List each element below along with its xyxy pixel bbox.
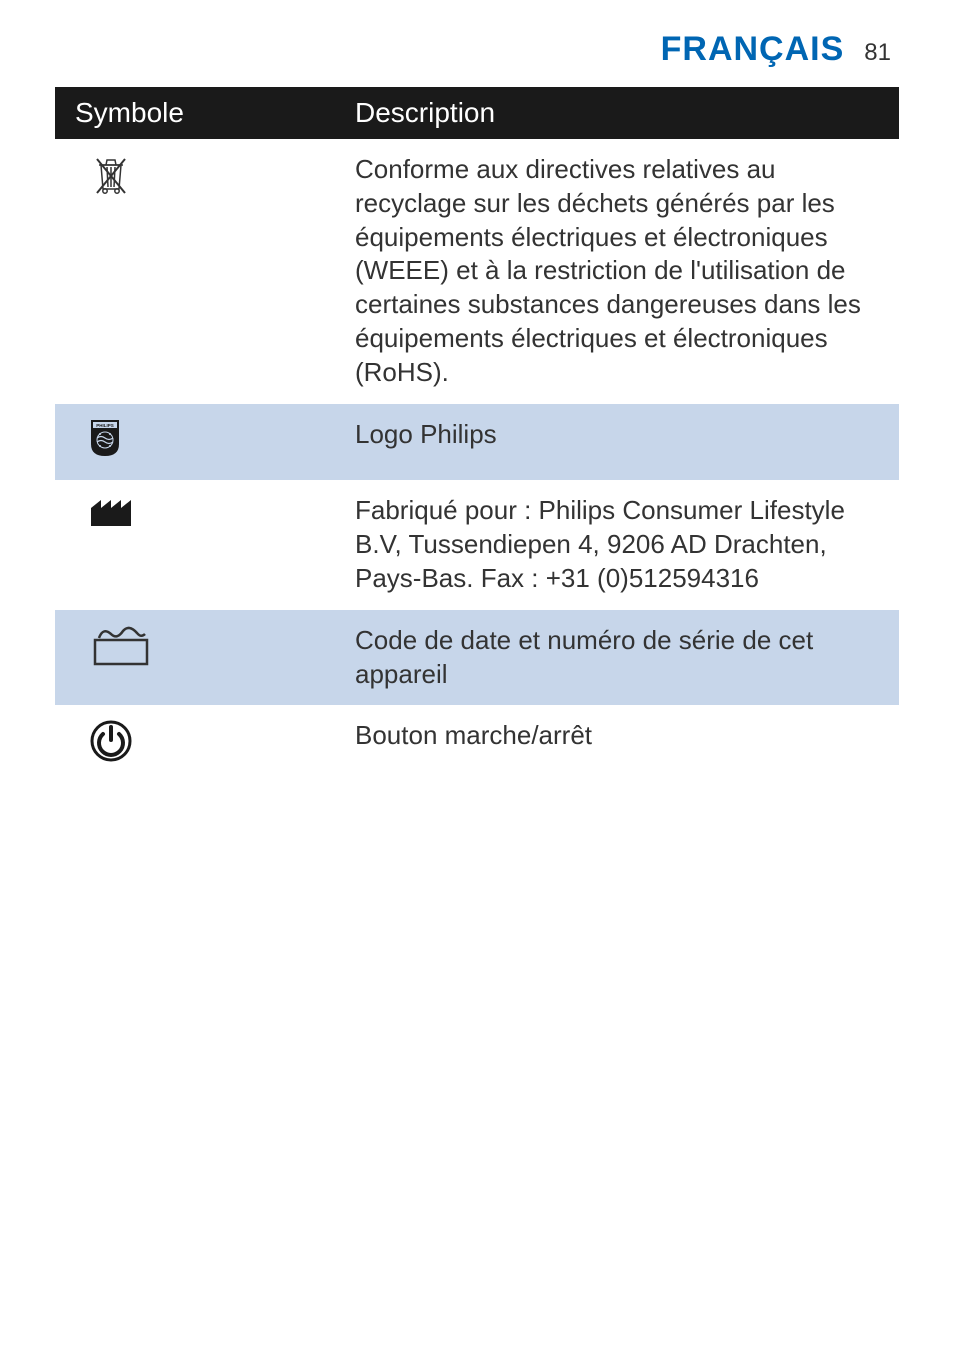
page-number: 81 <box>864 39 891 67</box>
description-cell: Conforme aux directives relatives au rec… <box>335 139 899 404</box>
language-title: FRANÇAIS <box>661 30 845 69</box>
table-row: Fabriqué pour : Philips Consumer Lifesty… <box>55 480 899 609</box>
weee-bin-icon <box>89 153 133 197</box>
symbol-cell: PHILIPS <box>55 404 335 481</box>
power-button-icon <box>89 719 133 763</box>
description-cell: Logo Philips <box>335 404 899 481</box>
symbol-cell <box>55 139 335 404</box>
table-header-row: Symbole Description <box>55 87 899 139</box>
table-row: Conforme aux directives relatives au rec… <box>55 139 899 404</box>
symbols-table: Symbole Description <box>55 87 899 786</box>
page-header: FRANÇAIS 81 <box>55 30 899 69</box>
svg-text:PHILIPS: PHILIPS <box>96 423 114 428</box>
page-container: FRANÇAIS 81 Symbole Description <box>0 0 954 816</box>
description-cell: Fabriqué pour : Philips Consumer Lifesty… <box>335 480 899 609</box>
description-cell: Bouton marche/arrêt <box>335 705 899 786</box>
symbol-cell <box>55 705 335 786</box>
column-header-symbol: Symbole <box>55 87 335 139</box>
symbol-cell <box>55 480 335 609</box>
philips-shield-icon: PHILIPS <box>89 418 121 458</box>
manufacturer-icon <box>89 494 137 528</box>
table-row: Bouton marche/arrêt <box>55 705 899 786</box>
symbol-cell <box>55 610 335 706</box>
description-cell: Code de date et numéro de série de cet a… <box>335 610 899 706</box>
table-row: PHILIPS Logo Philips <box>55 404 899 481</box>
date-code-icon <box>89 624 153 668</box>
column-header-description: Description <box>335 87 899 139</box>
table-row: Code de date et numéro de série de cet a… <box>55 610 899 706</box>
